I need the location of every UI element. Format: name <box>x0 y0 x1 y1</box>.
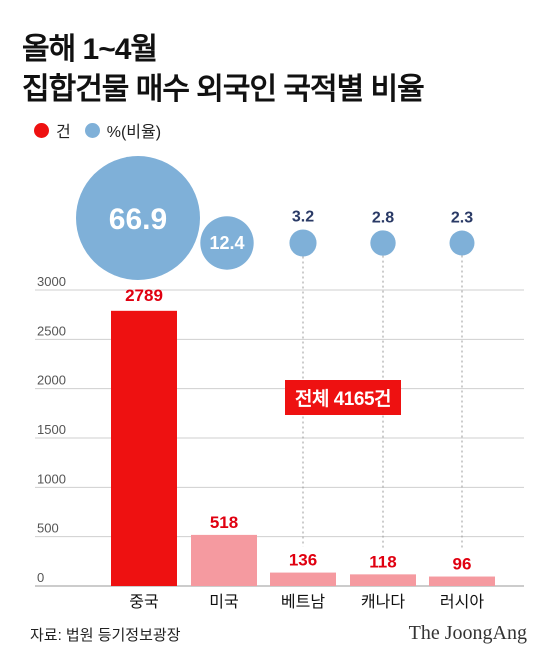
legend-count-label: 건 <box>56 124 71 141</box>
bar-4 <box>350 574 416 586</box>
pct-bubble-2 <box>200 216 254 270</box>
value-label-1: 2789 <box>125 286 163 305</box>
title-line-1: 올해 1~4월 <box>22 33 158 66</box>
legend-pct-label: %(비율) <box>106 124 162 141</box>
pct-label-2: 12.4 <box>209 233 244 253</box>
legend-item-count: 건 <box>34 118 71 142</box>
bar-1 <box>111 310 177 586</box>
category-label-2: 미국 <box>209 593 238 611</box>
chart-title: 올해 1~4월 집합건물 매수 외국인 국적별 비율 <box>22 30 425 110</box>
pct-label-4: 2.8 <box>372 209 394 226</box>
bar-5 <box>429 576 495 586</box>
pct-label-5: 2.3 <box>451 210 473 227</box>
category-label-4: 캐나다 <box>361 593 405 611</box>
pct-bubble-4 <box>370 230 396 256</box>
y-tick-label: 2500 <box>37 323 66 338</box>
title-line-2: 집합건물 매수 외국인 국적별 비율 <box>22 73 425 106</box>
pct-bubble-1 <box>76 156 200 280</box>
bar-3 <box>270 572 336 586</box>
brand-logo: The JoongAng <box>408 622 527 644</box>
legend-red-dot-icon <box>34 122 49 138</box>
pct-label-1: 66.9 <box>109 203 167 236</box>
y-tick-label: 500 <box>37 521 59 536</box>
y-tick-label: 1500 <box>37 422 66 437</box>
pct-bubble-3 <box>289 229 317 257</box>
y-tick-label: 1000 <box>37 471 66 486</box>
legend-item-pct: %(비율) <box>84 118 162 142</box>
y-tick-label: 3000 <box>37 274 66 289</box>
category-label-5: 러시아 <box>440 593 484 611</box>
y-tick-label: 2000 <box>37 373 66 388</box>
pct-label-3: 3.2 <box>292 208 314 225</box>
pct-bubble-5 <box>449 230 475 256</box>
total-badge: 전체 4165건 <box>285 380 401 415</box>
legend: 건 %(비율) <box>34 118 175 142</box>
y-tick-label: 0 <box>37 570 44 585</box>
value-label-2: 518 <box>210 513 238 532</box>
value-label-5: 96 <box>453 555 472 574</box>
value-label-4: 118 <box>369 552 396 571</box>
bar-2 <box>191 534 257 586</box>
category-label-3: 베트남 <box>281 593 325 611</box>
category-label-1: 중국 <box>129 594 158 611</box>
legend-blue-dot-icon <box>84 122 100 138</box>
source-note: 자료: 법원 등기정보광장 <box>30 627 181 644</box>
value-label-3: 136 <box>289 551 317 570</box>
